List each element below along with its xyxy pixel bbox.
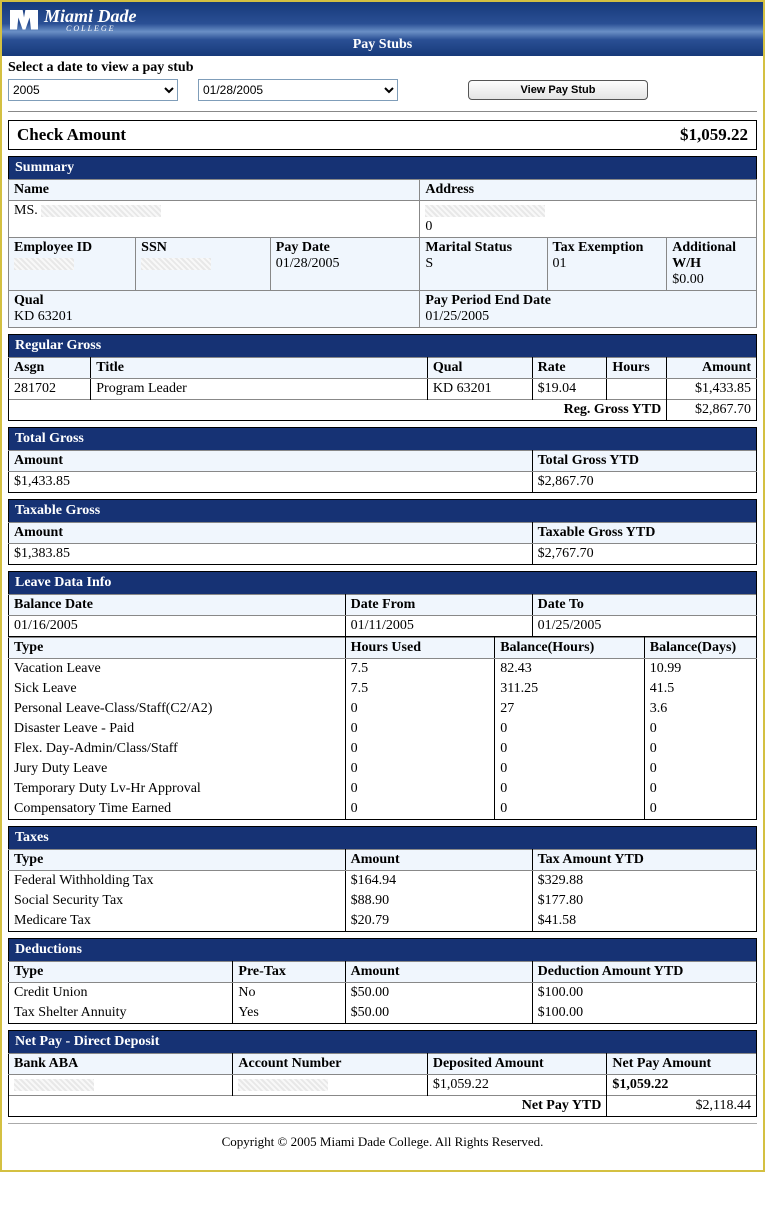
check-label: Check Amount bbox=[17, 125, 126, 145]
netpay-table: Bank ABA Account Number Deposited Amount… bbox=[8, 1053, 757, 1117]
logo: Miami Dade COLLEGE bbox=[10, 6, 755, 33]
leave-header: Leave Data Info bbox=[8, 571, 757, 594]
address-value: 0 bbox=[420, 201, 757, 238]
summary-header: Summary bbox=[8, 156, 757, 179]
total-gross-header: Total Gross bbox=[8, 427, 757, 450]
marital-label: Marital Status bbox=[425, 240, 512, 255]
divider bbox=[8, 111, 757, 112]
redacted-icon bbox=[41, 205, 161, 217]
tax-row: Federal Withholding Tax$164.94$329.88 bbox=[9, 871, 757, 892]
leave-row: Flex. Day-Admin/Class/Staff000 bbox=[9, 739, 757, 759]
deductions-header: Deductions bbox=[8, 938, 757, 961]
taxex-value: 01 bbox=[553, 256, 567, 271]
ppend-value: 01/25/2005 bbox=[425, 309, 489, 324]
summary-table: Name Address MS. 0 Employee ID SSN Pay D… bbox=[8, 179, 757, 328]
total-gross-table: Amount Total Gross YTD $1,433.85 $2,867.… bbox=[8, 450, 757, 493]
taxes-table: Type Amount Tax Amount YTD Federal Withh… bbox=[8, 849, 757, 932]
address-label: Address bbox=[420, 180, 757, 201]
check-amount-row: Check Amount $1,059.22 bbox=[8, 120, 757, 150]
leave-detail-table: Type Hours Used Balance(Hours) Balance(D… bbox=[8, 637, 757, 820]
date-select[interactable]: 01/28/2005 bbox=[198, 79, 398, 101]
netpay-header: Net Pay - Direct Deposit bbox=[8, 1030, 757, 1053]
regular-gross-table: Asgn Title Qual Rate Hours Amount 281702… bbox=[8, 357, 757, 421]
selector-row: 2005 01/28/2005 View Pay Stub bbox=[8, 79, 757, 101]
ssn-label: SSN bbox=[141, 240, 167, 255]
taxable-gross-table: Amount Taxable Gross YTD $1,383.85 $2,76… bbox=[8, 522, 757, 565]
taxable-gross-header: Taxable Gross bbox=[8, 499, 757, 522]
deduction-row: Credit UnionNo$50.00$100.00 bbox=[9, 983, 757, 1004]
year-select[interactable]: 2005 bbox=[8, 79, 178, 101]
qual-label: Qual bbox=[14, 293, 44, 308]
redacted-icon bbox=[425, 205, 545, 217]
check-amount: $1,059.22 bbox=[680, 125, 748, 145]
redacted-icon bbox=[141, 258, 211, 270]
view-pay-stub-button[interactable]: View Pay Stub bbox=[468, 80, 648, 100]
leave-row: Jury Duty Leave000 bbox=[9, 759, 757, 779]
paydate-value: 01/28/2005 bbox=[276, 256, 340, 271]
logo-icon bbox=[10, 10, 38, 30]
leave-row: Compensatory Time Earned000 bbox=[9, 799, 757, 820]
header-bar: Miami Dade COLLEGE Pay Stubs bbox=[2, 2, 763, 56]
redacted-icon bbox=[14, 258, 74, 270]
page-title: Pay Stubs bbox=[2, 37, 763, 53]
redacted-icon bbox=[14, 1079, 94, 1091]
deduction-row: Tax Shelter AnnuityYes$50.00$100.00 bbox=[9, 1003, 757, 1024]
leave-row: Personal Leave-Class/Staff(C2/A2)0273.6 bbox=[9, 699, 757, 719]
addwh-value: $0.00 bbox=[672, 272, 704, 287]
leave-row: Disaster Leave - Paid000 bbox=[9, 719, 757, 739]
name-label: Name bbox=[9, 180, 420, 201]
leave-table: Balance Date Date From Date To 01/16/200… bbox=[8, 594, 757, 637]
addwh-label: Additional W/H bbox=[672, 240, 736, 271]
footer-copyright: Copyright © 2005 Miami Dade College. All… bbox=[8, 1123, 757, 1164]
taxes-header: Taxes bbox=[8, 826, 757, 849]
taxex-label: Tax Exemption bbox=[553, 240, 644, 255]
leave-row: Vacation Leave7.582.4310.99 bbox=[9, 659, 757, 680]
regular-gross-header: Regular Gross bbox=[8, 334, 757, 357]
ppend-label: Pay Period End Date bbox=[425, 293, 551, 308]
tax-row: Medicare Tax$20.79$41.58 bbox=[9, 911, 757, 932]
leave-row: Sick Leave7.5311.2541.5 bbox=[9, 679, 757, 699]
leave-row: Temporary Duty Lv-Hr Approval000 bbox=[9, 779, 757, 799]
redacted-icon bbox=[238, 1079, 328, 1091]
empid-label: Employee ID bbox=[14, 240, 92, 255]
deductions-table: Type Pre-Tax Amount Deduction Amount YTD… bbox=[8, 961, 757, 1024]
selector-label: Select a date to view a pay stub bbox=[8, 60, 757, 76]
qual-value: KD 63201 bbox=[14, 309, 73, 324]
paydate-label: Pay Date bbox=[276, 240, 330, 255]
name-value: MS. bbox=[9, 201, 420, 238]
brand-name: Miami Dade bbox=[44, 6, 137, 26]
marital-value: S bbox=[425, 256, 433, 271]
tax-row: Social Security Tax$88.90$177.80 bbox=[9, 891, 757, 911]
